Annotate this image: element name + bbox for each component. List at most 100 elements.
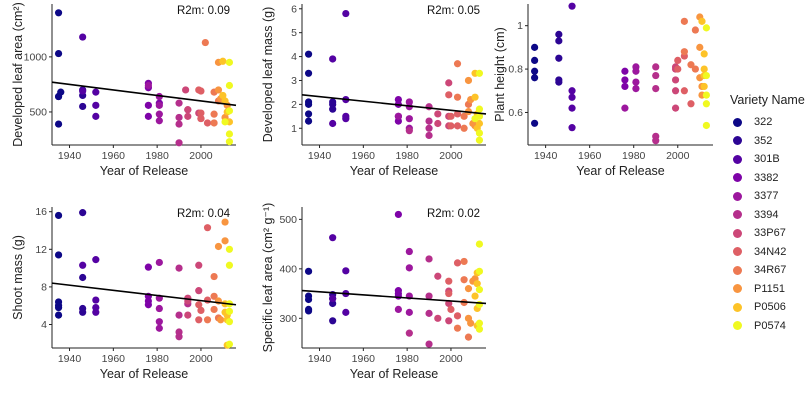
data-point [79,261,87,269]
legend-swatch [733,321,742,331]
data-point [531,56,539,64]
data-point [434,110,442,118]
data-point [155,101,163,109]
data-point [210,272,218,281]
data-point [445,79,453,87]
data-point [691,26,699,34]
data-point [453,259,462,267]
data-point [700,82,708,91]
data-point [92,256,100,264]
y-tick-label: 8 [41,281,47,293]
data-point [329,55,337,63]
legend-item: 34N42 [728,243,811,262]
data-point [210,110,218,118]
y-tick-label: 4 [41,319,47,331]
y-tick-label: 300 [279,313,297,325]
data-point [531,74,539,82]
data-point [632,85,640,93]
data-point [394,305,402,314]
y-tick-label: 0.8 [508,64,523,76]
data-point [225,58,234,66]
data-point [175,99,183,107]
data-point [54,120,63,128]
data-point [687,100,695,108]
data-point [531,43,539,51]
data-point [700,50,708,58]
data-point [445,91,453,99]
data-point [92,308,100,316]
x-axis-title: Year of Release [350,367,439,381]
data-point [680,87,688,95]
data-point [184,112,192,120]
data-point [54,211,63,220]
data-point [197,109,205,117]
legend-swatch [733,247,742,257]
x-tick-label: 1980 [395,150,419,162]
data-point [144,81,152,90]
legend-title: Variety Name [730,93,805,107]
data-point [702,71,710,80]
data-point [203,296,212,304]
data-point [219,91,227,100]
data-point [460,112,468,120]
regression-line [301,289,487,305]
data-point [57,88,65,96]
data-point [79,209,87,217]
legend-swatch [733,154,742,164]
data-point [425,255,433,263]
data-point [155,117,163,125]
legend-label: 352 [754,134,773,147]
data-point [155,318,163,326]
data-point [475,69,484,77]
data-point [568,2,576,10]
data-point [217,316,225,324]
legend-swatch [733,265,742,275]
data-point [680,17,688,25]
data-point [144,301,152,309]
data-point [329,105,337,113]
data-point [621,82,629,91]
legend-swatch [733,191,742,201]
data-point [702,100,710,108]
legend-label: P1151 [754,282,785,295]
data-point [304,117,313,125]
y-tick-label: 1000 [24,51,48,63]
data-point [475,319,484,327]
data-point [342,308,350,316]
data-point [175,139,183,147]
data-point [304,267,313,275]
data-point [460,276,468,284]
legend-label: 33P67 [754,227,786,240]
x-tick-label: 2000 [439,353,463,365]
r2m-annotation: R2m: 0.05 [427,5,480,17]
y-tick-label: 0.6 [508,107,523,119]
data-point [555,37,563,45]
data-point [475,286,484,294]
data-point [225,138,234,146]
legend-label: P0574 [754,319,786,332]
y-tick-label: 12 [35,244,47,256]
data-point [144,263,152,271]
data-point [203,119,212,127]
data-point [447,305,455,314]
data-point [405,264,413,272]
legend-item: 352 [728,132,811,151]
data-point [175,333,183,341]
data-point [394,292,402,300]
regression-line [51,81,237,107]
x-tick-label: 1960 [102,353,126,365]
data-point [210,119,218,127]
data-point [471,292,479,300]
data-point [475,300,484,309]
y-axis-title: Plant height (cm) [493,27,507,121]
data-point [144,112,152,120]
data-point [698,17,706,25]
y-tick-label: 6 [291,3,297,15]
data-point [674,65,682,73]
data-point [221,118,229,126]
data-point [555,54,563,62]
data-point [197,114,205,123]
data-point [219,57,227,65]
data-point [92,101,100,109]
